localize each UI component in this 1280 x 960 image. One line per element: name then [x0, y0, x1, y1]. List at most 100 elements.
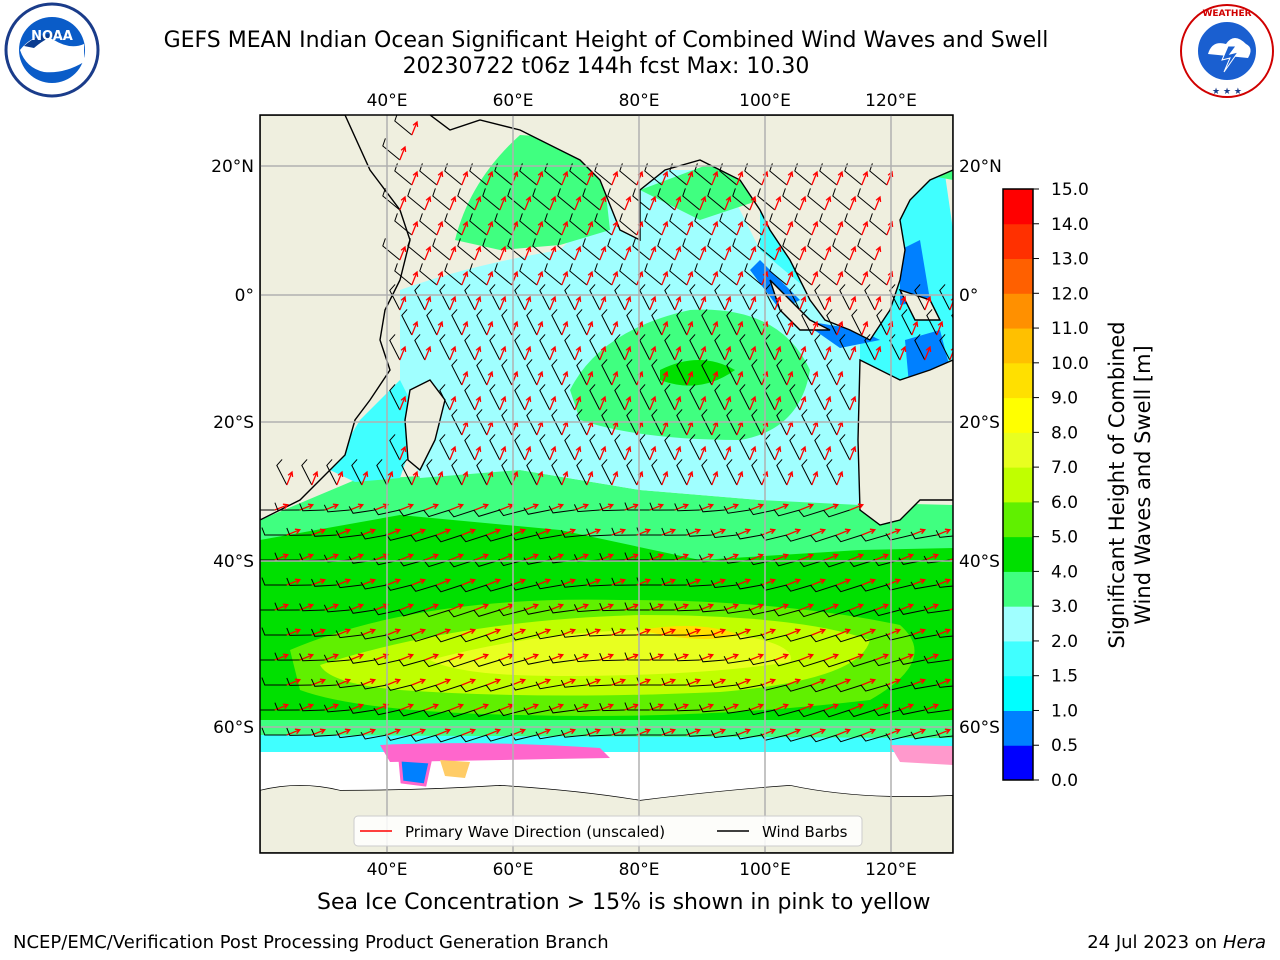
wind-barb: [807, 188, 826, 211]
wave-direction-arrow: [849, 603, 865, 611]
map-grid: [260, 115, 953, 853]
wind-barb: [394, 115, 413, 136]
wind-barb: [274, 652, 300, 661]
wave-direction-arrow: [749, 553, 765, 561]
wave-direction-arrow: [661, 370, 669, 386]
wave-direction-arrow: [486, 528, 502, 536]
colorbar-tick-label: 11.0: [1051, 319, 1089, 339]
wave-direction-arrow: [962, 679, 975, 685]
map-frame: [259, 114, 954, 854]
wave-direction-arrow: [661, 220, 669, 236]
wave-direction-arrow: [361, 528, 377, 536]
wind-barb: [848, 559, 875, 568]
x-tick-bottom-100e: 100°E: [739, 860, 791, 880]
wave-direction-arrow: [874, 603, 890, 611]
wind-barb: [751, 309, 763, 336]
wave-direction-arrow: [886, 628, 902, 636]
wave-direction-arrow: [699, 395, 707, 411]
wind-barb: [423, 509, 450, 518]
wind-barb: [589, 384, 601, 411]
wind-barb: [544, 213, 563, 236]
wave-direction-arrow: [449, 345, 457, 361]
wind-barb: [489, 434, 501, 461]
wind-barb: [785, 684, 812, 692]
wave-direction-arrow: [674, 295, 682, 311]
wind-barb: [674, 653, 700, 662]
wind-barb: [494, 213, 513, 236]
wind-barb: [539, 434, 551, 461]
wind-barb: [798, 709, 825, 718]
wind-barb: [335, 680, 362, 689]
wave-direction-arrow: [499, 445, 507, 461]
wind-barb: [360, 631, 387, 640]
wind-barb: [776, 409, 788, 436]
wave-direction-arrow: [599, 295, 607, 311]
wind-barb: [535, 581, 562, 590]
wave-direction-arrow: [749, 245, 757, 261]
wave-direction-arrow: [749, 345, 757, 361]
wind-barb: [476, 459, 488, 486]
wind-barb: [607, 238, 626, 261]
wave-direction-arrow: [549, 603, 565, 611]
wave-direction-arrow: [899, 345, 907, 361]
wind-barb: [848, 659, 875, 668]
wave-direction-arrow: [474, 295, 482, 311]
wind-barb: [576, 409, 588, 436]
wind-barb: [860, 634, 887, 642]
wind-barb: [826, 309, 838, 336]
x-tick-top-120e: 120°E: [865, 91, 917, 111]
wind-barb: [382, 188, 401, 211]
wave-direction-arrow: [549, 653, 565, 661]
wind-barb: [826, 409, 838, 436]
noaa-logo-icon: NOAA: [4, 2, 100, 98]
wind-barb: [335, 580, 362, 589]
wave-direction-arrow: [799, 703, 815, 711]
wave-direction-arrow: [936, 728, 952, 736]
wave-direction-arrow: [761, 528, 777, 536]
wind-barb: [485, 634, 512, 642]
wind-barb: [639, 434, 651, 461]
wave-direction-arrow: [411, 220, 419, 236]
wave-direction-arrow: [524, 553, 540, 561]
wind-barb: [535, 731, 562, 740]
wave-direction-arrow: [549, 295, 557, 311]
wind-barb: [826, 359, 838, 386]
wind-barb: [649, 552, 675, 561]
wind-barb: [601, 309, 613, 336]
wave-direction-arrow: [824, 395, 832, 411]
wave-direction-arrow: [474, 345, 482, 361]
wave-direction-arrow: [524, 603, 540, 611]
wave-direction-arrow: [761, 578, 777, 586]
wave-direction-arrow: [699, 345, 707, 361]
wave-direction-arrow: [861, 320, 869, 336]
wind-barb: [785, 634, 812, 642]
wind-barb: [435, 734, 462, 743]
x-tick-top-40e: 40°E: [367, 91, 408, 111]
wind-barb: [889, 334, 901, 361]
wind-barb: [701, 409, 713, 436]
wave-direction-arrow: [811, 728, 827, 736]
wind-barb: [594, 213, 613, 236]
wind-barb: [382, 238, 401, 261]
wave-direction-arrow: [749, 503, 765, 511]
wind-barb: [626, 359, 638, 386]
wind-barb: [426, 309, 438, 336]
wind-barb: [274, 552, 300, 561]
legend-wind-barbs-label: Wind Barbs: [762, 823, 848, 841]
wind-barb: [464, 384, 476, 411]
x-tick-top-60e: 60°E: [493, 91, 534, 111]
wave-direction-arrow: [799, 245, 807, 261]
wave-direction-arrow: [399, 245, 407, 261]
wave-direction-arrow: [711, 470, 719, 486]
wave-direction-arrow: [524, 345, 532, 361]
wave-direction-arrow: [836, 320, 844, 336]
colorbar-segment: [1003, 467, 1033, 503]
wind-barb: [735, 681, 762, 690]
wave-direction-arrow: [461, 678, 477, 686]
wind-barb: [299, 503, 325, 512]
wave-direction-arrow: [361, 678, 377, 686]
wind-barb: [473, 609, 500, 617]
wind-barb: [651, 409, 663, 436]
wind-barb: [489, 384, 501, 411]
wind-barb: [701, 359, 713, 386]
